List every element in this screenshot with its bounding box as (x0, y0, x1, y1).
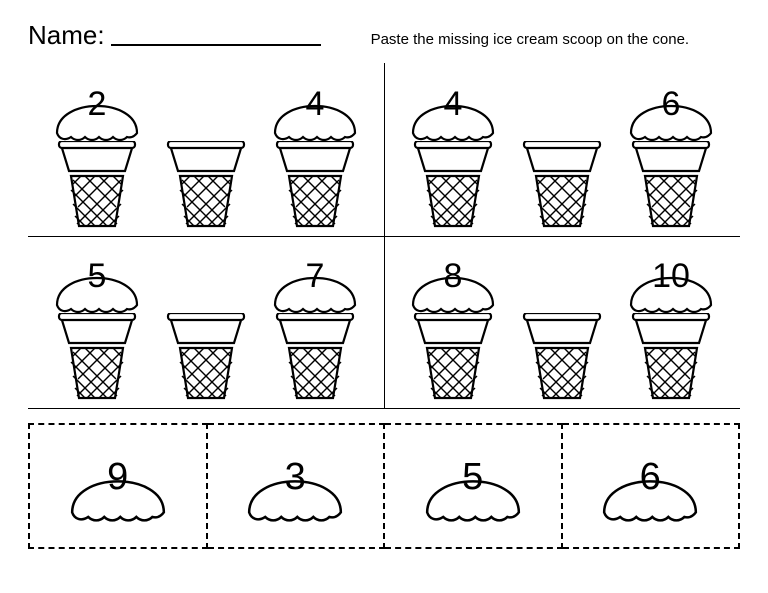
cone-waffle-icon (423, 174, 483, 230)
cutout-scoop-box[interactable]: 9 (28, 423, 208, 549)
worksheet-header: Name: Paste the missing ice cream scoop … (28, 20, 740, 51)
scoop-number: 6 (623, 85, 719, 124)
ice-cream-cone-full: 4 (405, 77, 501, 230)
ice-cream-scoop-icon: 6 (595, 446, 705, 526)
problem-cell: 5 (28, 235, 384, 408)
scoop-number: 5 (418, 456, 528, 499)
problem-cell: 2 (28, 63, 384, 236)
cutout-scoop-box[interactable]: 5 (385, 423, 563, 549)
scoop-number: 8 (405, 257, 501, 296)
ice-cream-scoop-icon: 6 (623, 77, 719, 143)
name-field-row: Name: (28, 20, 321, 51)
ice-cream-cone-empty[interactable] (522, 143, 602, 230)
cone-cup-icon (413, 141, 493, 175)
ice-cream-cone-empty[interactable] (166, 143, 246, 230)
scoop-number: 10 (623, 257, 719, 296)
ice-cream-cone-full: 5 (49, 249, 145, 402)
scoop-number: 6 (595, 456, 705, 499)
cone-waffle-icon (423, 346, 483, 402)
ice-cream-scoop-icon: 7 (267, 249, 363, 315)
cone-waffle-icon (641, 346, 701, 402)
cone-cup-icon (275, 313, 355, 347)
ice-cream-cone-full: 7 (267, 249, 363, 402)
cone-waffle-icon (285, 346, 345, 402)
ice-cream-scoop-icon: 5 (49, 249, 145, 315)
cone-waffle-icon (285, 174, 345, 230)
problem-cell: 8 (384, 235, 740, 408)
scoop-number: 3 (240, 456, 350, 499)
ice-cream-cone-full: 4 (267, 77, 363, 230)
cutout-scoop-box[interactable]: 3 (208, 423, 386, 549)
name-blank-line[interactable] (111, 44, 321, 46)
cone-cup-icon (631, 141, 711, 175)
ice-cream-cone-full: 2 (49, 77, 145, 230)
ice-cream-scoop-icon: 4 (405, 77, 501, 143)
cone-waffle-icon (532, 346, 592, 402)
cone-waffle-icon (67, 346, 127, 402)
cutout-row: 9 3 5 6 (28, 423, 740, 549)
ice-cream-scoop-icon: 8 (405, 249, 501, 315)
cone-waffle-icon (176, 174, 236, 230)
problem-grid: 2 (28, 63, 740, 409)
ice-cream-cone-full: 6 (623, 77, 719, 230)
ice-cream-cone-full: 10 (623, 249, 719, 402)
scoop-number: 5 (49, 257, 145, 296)
cone-cup-icon (631, 313, 711, 347)
ice-cream-scoop-icon: 3 (240, 446, 350, 526)
scoop-number: 7 (267, 257, 363, 296)
name-label: Name: (28, 20, 105, 51)
cone-waffle-icon (176, 346, 236, 402)
scoop-number: 2 (49, 85, 145, 124)
cutout-scoop-box[interactable]: 6 (563, 423, 741, 549)
ice-cream-scoop-icon: 5 (418, 446, 528, 526)
ice-cream-cone-empty[interactable] (522, 315, 602, 402)
ice-cream-cone-full: 8 (405, 249, 501, 402)
cone-cup-icon (57, 313, 137, 347)
cone-cup-icon (275, 141, 355, 175)
scoop-number: 4 (267, 85, 363, 124)
ice-cream-scoop-icon: 4 (267, 77, 363, 143)
instructions-text: Paste the missing ice cream scoop on the… (361, 31, 740, 48)
cone-cup-icon (57, 141, 137, 175)
cone-cup-icon (413, 313, 493, 347)
scoop-number: 9 (63, 456, 173, 499)
cone-waffle-icon (67, 174, 127, 230)
ice-cream-scoop-icon: 10 (623, 249, 719, 315)
cone-waffle-icon (532, 174, 592, 230)
ice-cream-cone-empty[interactable] (166, 315, 246, 402)
problem-cell: 4 (384, 63, 740, 236)
cone-cup-icon (166, 141, 246, 175)
cone-cup-icon (522, 141, 602, 175)
cone-cup-icon (166, 313, 246, 347)
cone-cup-icon (522, 313, 602, 347)
ice-cream-scoop-icon: 9 (63, 446, 173, 526)
cone-waffle-icon (641, 174, 701, 230)
scoop-number: 4 (405, 85, 501, 124)
ice-cream-scoop-icon: 2 (49, 77, 145, 143)
